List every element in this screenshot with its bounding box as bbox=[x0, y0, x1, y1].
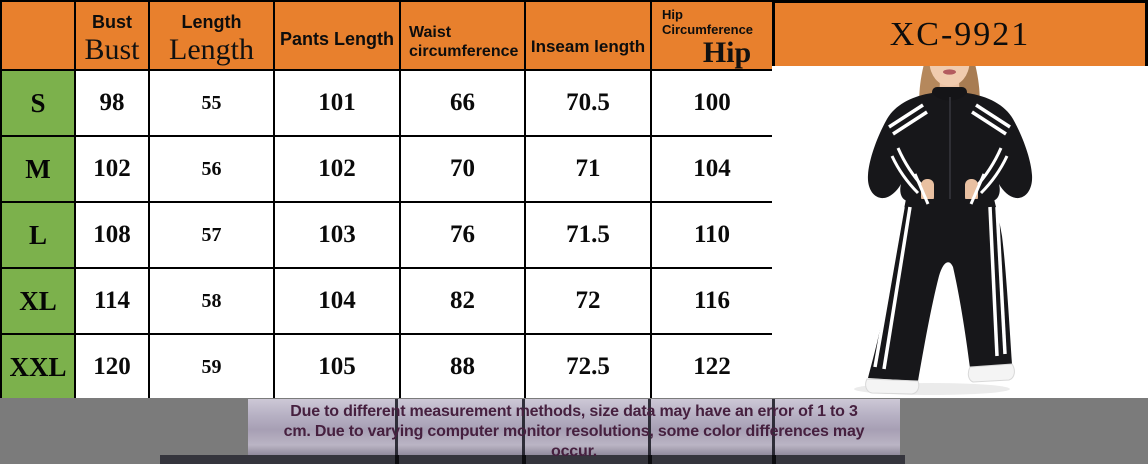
header-cell-pants-length: Pants Length bbox=[273, 0, 401, 71]
size-cell: M bbox=[0, 135, 76, 203]
thumbnail-gap bbox=[772, 455, 776, 464]
table-cell: 55 bbox=[148, 69, 275, 137]
table-row-l: L 108 57 103 76 71.5 110 bbox=[0, 201, 774, 269]
size-cell: L bbox=[0, 201, 76, 269]
table-cell: 108 bbox=[74, 201, 150, 269]
table-cell: 110 bbox=[650, 201, 774, 269]
header-label: Length bbox=[181, 12, 242, 32]
table-cell: 101 bbox=[273, 69, 401, 137]
thumbnail-divider bbox=[395, 399, 398, 455]
header-label: Inseam length bbox=[530, 36, 646, 56]
table-row-m: M 102 56 102 70 71 104 bbox=[0, 135, 774, 203]
thumbnail-divider bbox=[772, 399, 775, 455]
table-cell: 70 bbox=[399, 135, 526, 203]
product-code: XC-9921 bbox=[889, 15, 1031, 53]
table-cell: 103 bbox=[273, 201, 401, 269]
table-cell: 66 bbox=[399, 69, 526, 137]
table-cell: 114 bbox=[74, 267, 150, 335]
table-cell: 88 bbox=[399, 333, 526, 401]
header-label-serif: Hip bbox=[702, 36, 752, 69]
table-cell: 98 bbox=[74, 69, 150, 137]
header-label: Hip Circumference bbox=[662, 7, 754, 37]
disclaimer-text: Due to different measurement methods, si… bbox=[248, 402, 900, 462]
table-cell: 70.5 bbox=[524, 69, 652, 137]
header-cell-bust: Bust Bust bbox=[74, 0, 150, 71]
header-label-serif: Length bbox=[169, 33, 254, 66]
table-row-s: S 98 55 101 66 70.5 100 bbox=[0, 69, 774, 137]
size-cell: XXL bbox=[0, 333, 76, 401]
table-cell: 102 bbox=[74, 135, 150, 203]
photo-thumbnails-panel bbox=[248, 399, 900, 455]
table-header-row: Bust Bust Length Length Pants Length Wai… bbox=[0, 0, 774, 71]
header-cell-length: Length Length bbox=[148, 0, 275, 71]
table-cell: 104 bbox=[273, 267, 401, 335]
model-illustration bbox=[854, 38, 1033, 395]
size-cell: S bbox=[0, 69, 76, 137]
table-cell: 76 bbox=[399, 201, 526, 269]
header-cell-waist: Waist circumference bbox=[399, 0, 526, 71]
table-cell: 58 bbox=[148, 267, 275, 335]
size-table: Bust Bust Length Length Pants Length Wai… bbox=[0, 0, 774, 401]
disclaimer-line: occur. bbox=[551, 443, 597, 460]
header-cell-inseam: Inseam length bbox=[524, 0, 652, 71]
table-row-xxl: XXL 120 59 105 88 72.5 122 bbox=[0, 333, 774, 401]
table-cell: 116 bbox=[650, 267, 774, 335]
disclaimer-line: Due to different measurement methods, si… bbox=[290, 403, 858, 420]
table-cell: 71 bbox=[524, 135, 652, 203]
header-label: Bust bbox=[92, 12, 132, 32]
table-row-xl: XL 114 58 104 82 72 116 bbox=[0, 267, 774, 335]
table-cell: 71.5 bbox=[524, 201, 652, 269]
table-cell: 105 bbox=[273, 333, 401, 401]
table-cell: 104 bbox=[650, 135, 774, 203]
table-cell: 57 bbox=[148, 201, 275, 269]
product-code-banner: XC-9921 bbox=[772, 0, 1148, 66]
header-label: Waist circumference bbox=[409, 23, 519, 60]
thumbnail-gap bbox=[522, 455, 526, 464]
table-cell: 72.5 bbox=[524, 333, 652, 401]
product-panel: XC-9921 bbox=[772, 0, 1148, 398]
table-cell: 72 bbox=[524, 267, 652, 335]
table-cell: 82 bbox=[399, 267, 526, 335]
table-cell: 59 bbox=[148, 333, 275, 401]
size-cell: XL bbox=[0, 267, 76, 335]
header-label-serif: Bust bbox=[84, 33, 140, 66]
table-cell: 122 bbox=[650, 333, 774, 401]
table-cell: 56 bbox=[148, 135, 275, 203]
thumbnail-gap bbox=[648, 455, 652, 464]
thumbnail-divider bbox=[648, 399, 651, 455]
next-row-thumbnails bbox=[160, 455, 905, 464]
bottom-strip: Due to different measurement methods, si… bbox=[0, 398, 1148, 464]
table-cell: 100 bbox=[650, 69, 774, 137]
table-cell: 102 bbox=[273, 135, 401, 203]
table-cell: 120 bbox=[74, 333, 150, 401]
header-label: Pants Length bbox=[279, 29, 394, 49]
header-cell-empty bbox=[0, 0, 76, 71]
thumbnail-divider bbox=[522, 399, 525, 455]
disclaimer-line: cm. Due to varying computer monitor reso… bbox=[283, 423, 865, 440]
model-photo bbox=[772, 38, 1148, 398]
header-cell-hip: Hip Circumference Hip bbox=[650, 0, 774, 71]
thumbnail-gap bbox=[395, 455, 399, 464]
